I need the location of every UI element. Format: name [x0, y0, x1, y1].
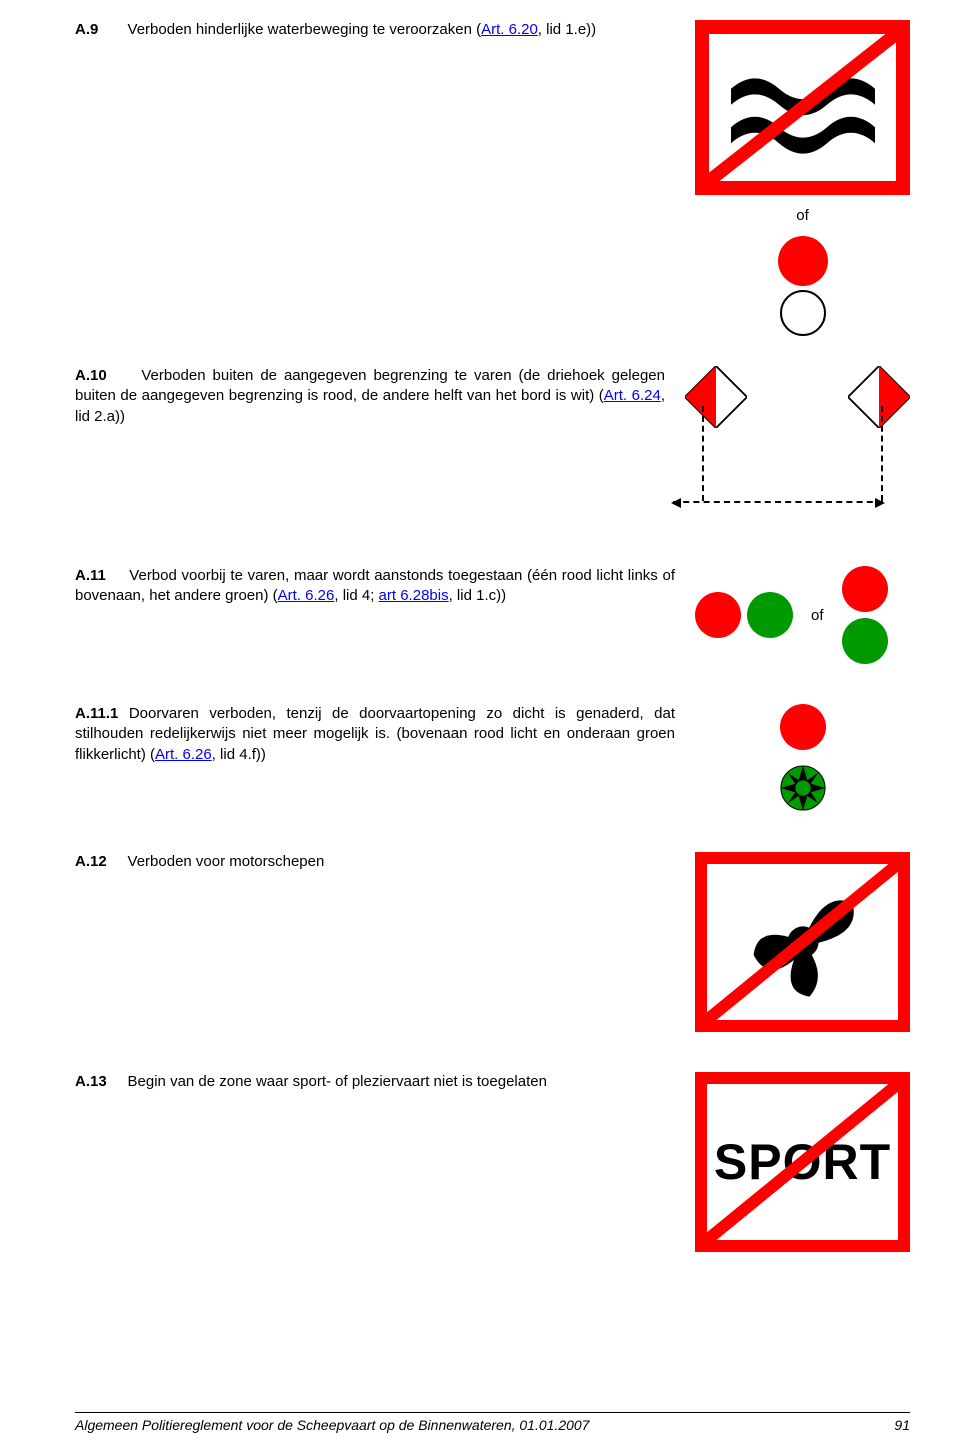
- flicker-light-icon: [779, 764, 827, 812]
- dashed-horizontal: [673, 501, 883, 503]
- sign-column: [665, 366, 910, 526]
- entry-code: A.13: [75, 1073, 107, 1090]
- diamond-left-icon: [685, 366, 747, 428]
- entry-text: A.9 Verboden hinderlijke waterbeweging t…: [75, 20, 675, 40]
- article-link[interactable]: Art. 6.26: [278, 587, 335, 604]
- entry-body: Verboden buiten de aangegeven begrenzing…: [75, 367, 665, 404]
- red-light-icon: [842, 566, 888, 612]
- red-light-icon: [780, 704, 826, 750]
- article-link[interactable]: art 6.28bis: [379, 587, 449, 604]
- entry-text: A.12 Verboden voor motorschepen: [75, 852, 675, 872]
- red-light-icon: [778, 236, 828, 286]
- light-pair-vertical: [778, 236, 828, 336]
- entry-text: A.11 Verbod voorbij te varen, maar wordt…: [75, 566, 675, 607]
- entry-body: Verboden voor motorschepen: [128, 853, 325, 870]
- article-link[interactable]: Art. 6.20: [481, 21, 538, 38]
- entry-code: A.11.1: [75, 705, 118, 722]
- slash-icon: [707, 1084, 898, 1240]
- sign-column: [675, 704, 910, 812]
- wave-sign: [695, 20, 910, 195]
- entry-tail: , lid 4.f)): [212, 746, 266, 763]
- page-footer: Algemeen Politiereglement voor de Scheep…: [75, 1412, 910, 1433]
- entry-tail: , lid 1.e)): [538, 21, 596, 38]
- of-label: of: [811, 607, 824, 624]
- article-link[interactable]: Art. 6.26: [155, 746, 212, 763]
- green-light-icon: [747, 592, 793, 638]
- article-link[interactable]: Art. 6.24: [604, 387, 661, 404]
- entry-code: A.9: [75, 21, 98, 38]
- entry-a9: A.9 Verboden hinderlijke waterbeweging t…: [75, 20, 910, 336]
- white-light-icon: [780, 290, 826, 336]
- entry-body: Verboden hinderlijke waterbeweging te ve…: [128, 21, 482, 38]
- footer-title: Algemeen Politiereglement voor de Scheep…: [75, 1417, 589, 1433]
- of-label: of: [796, 207, 809, 224]
- sign-column: SPORT: [675, 1072, 910, 1252]
- diamond-right-icon: [848, 366, 910, 428]
- entry-a10: A.10 Verboden buiten de aangegeven begre…: [75, 366, 910, 526]
- entry-text: A.13 Begin van de zone waar sport- of pl…: [75, 1072, 675, 1092]
- entry-a13: A.13 Begin van de zone waar sport- of pl…: [75, 1072, 910, 1252]
- diamond-pair: [685, 366, 910, 428]
- page-number: 91: [894, 1417, 910, 1433]
- entry-mid: , lid 4;: [334, 587, 378, 604]
- entry-a11: A.11 Verbod voorbij te varen, maar wordt…: [75, 566, 910, 664]
- dashed-vertical-right: [881, 406, 883, 501]
- light-pair-vertical: [779, 704, 827, 812]
- dashed-vertical-left: [702, 406, 704, 501]
- sport-sign: SPORT: [695, 1072, 910, 1252]
- light-pair-vertical: [842, 566, 888, 664]
- entry-tail: , lid 1.c)): [449, 587, 507, 604]
- green-light-icon: [842, 618, 888, 664]
- entry-code: A.11: [75, 567, 106, 584]
- entry-text: A.11.1 Doorvaren verboden, tenzij de doo…: [75, 704, 675, 765]
- slash-icon: [707, 864, 898, 1020]
- entry-body: Begin van de zone waar sport- of plezier…: [128, 1073, 547, 1090]
- entry-code: A.12: [75, 853, 107, 870]
- propeller-sign: [695, 852, 910, 1032]
- entry-text: A.10 Verboden buiten de aangegeven begre…: [75, 366, 665, 427]
- sign-column: of: [675, 566, 910, 664]
- sign-column: [675, 852, 910, 1032]
- light-pair-horizontal: [695, 592, 793, 638]
- slash-icon: [709, 34, 896, 181]
- sign-column: of: [675, 20, 910, 336]
- entry-code: A.10: [75, 367, 107, 384]
- entry-a12: A.12 Verboden voor motorschepen: [75, 852, 910, 1032]
- red-light-icon: [695, 592, 741, 638]
- entry-a11-1: A.11.1 Doorvaren verboden, tenzij de doo…: [75, 704, 910, 812]
